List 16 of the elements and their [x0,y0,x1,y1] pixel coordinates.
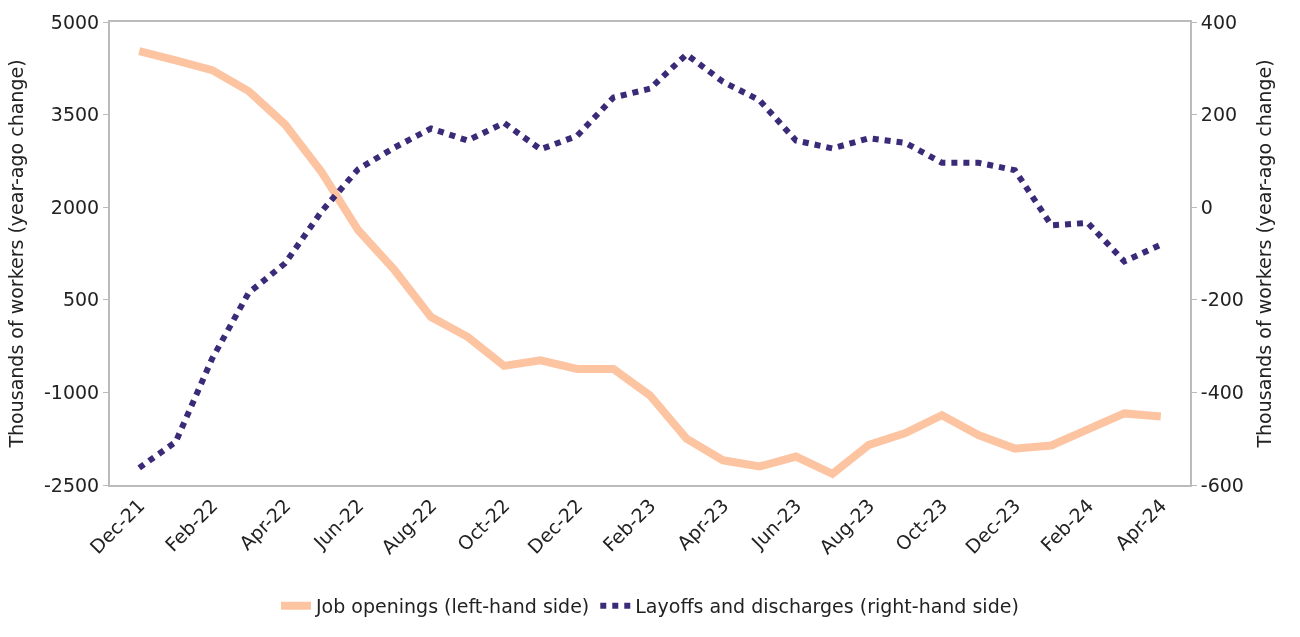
legend-label: Job openings (left-hand side) [315,595,590,618]
y-tick-label: 5000 [50,10,100,33]
legend-label: Layoffs and discharges (right-hand side) [635,595,1019,618]
y-axis-title: Thousands of workers (year-ago change) [5,59,28,449]
y-tick-label: 500 [62,288,100,311]
y2-axis-title: Thousands of workers (year-ago change) [1253,59,1276,449]
y-tick-label: 3500 [50,103,100,126]
y-tick-label: 2000 [50,195,100,218]
y-tick-label: -1000 [43,381,100,404]
y-tick-label: -2500 [43,473,100,496]
y2-tick-label: -200 [1200,288,1244,311]
y2-tick-label: 400 [1200,10,1238,33]
y2-tick-label: -600 [1200,473,1244,496]
y2-tick-label: -400 [1200,381,1244,404]
y2-tick-label: 0 [1200,195,1213,218]
y2-tick-label: 200 [1200,103,1238,126]
